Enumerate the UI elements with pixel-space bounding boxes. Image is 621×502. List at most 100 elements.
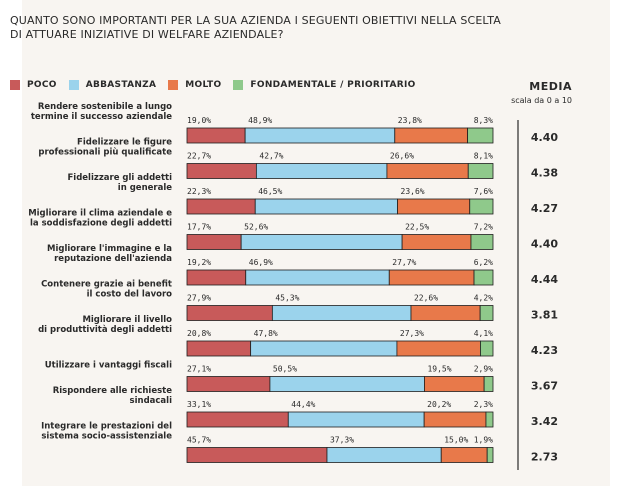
chart-title: QUANTO SONO IMPORTANTI PER LA SUA AZIEND… <box>10 14 501 41</box>
bar-segment-abbastanza <box>245 269 390 286</box>
data-label: 46,9% <box>249 258 273 267</box>
bar-segment-fondamentale-prioritario <box>483 376 494 392</box>
data-label: 4,2% <box>474 294 493 303</box>
media-value: 3.42 <box>531 415 558 428</box>
data-label: 1,9% <box>474 436 493 445</box>
bar-segment-abbastanza <box>240 234 403 250</box>
data-label: 42,7% <box>259 152 283 161</box>
media-value: 3.81 <box>531 309 558 322</box>
data-label: 8,3% <box>474 116 493 125</box>
bar-segment-fondamentale-prioritario <box>485 411 494 428</box>
data-label: 22,7% <box>187 152 211 161</box>
legend-swatch <box>68 80 79 90</box>
bar-segment-molto <box>423 411 487 428</box>
data-label: 22,5% <box>405 223 429 232</box>
bar-segment-abbastanza <box>326 447 442 463</box>
category-label: Utilizzare i vantaggi fiscali <box>45 361 172 371</box>
legend-label: FONDAMENTALE / PRIORITARIO <box>250 80 416 90</box>
data-label: 46,5% <box>258 187 282 196</box>
category-label: Migliorare l'immagine e la reputazione de… <box>47 244 172 264</box>
bar-segment-fondamentale-prioritario <box>473 269 494 286</box>
bar-segment-molto <box>396 340 481 357</box>
legend-item-abbastanza: ABBASTANZA <box>68 80 157 90</box>
data-label: 23,8% <box>398 116 422 125</box>
data-label: 22,6% <box>414 294 438 303</box>
legend-swatch <box>168 80 179 90</box>
bar-segment-abbastanza <box>269 376 425 392</box>
media-value: 4.27 <box>531 202 558 215</box>
category-label: Rispondere alle richieste sindacali <box>53 386 173 406</box>
chart-legend: POCO ABBASTANZA MOLTO FONDAMENTALE / PRIORI… <box>10 79 428 91</box>
data-label: 20,8% <box>187 329 211 338</box>
legend-item-poco: POCO <box>10 80 57 90</box>
data-label: 48,9% <box>248 116 272 125</box>
bar-segment-fondamentale-prioritario <box>467 127 494 144</box>
media-value: 3.67 <box>531 380 558 393</box>
media-value: 2.73 <box>531 451 558 464</box>
bar-segment-fondamentale-prioritario <box>479 305 494 321</box>
bar-segment-molto <box>397 198 471 215</box>
data-label: 26,6% <box>390 152 414 161</box>
data-label: 45,3% <box>275 294 299 303</box>
bar-segment-poco <box>186 411 289 428</box>
data-label: 19,5% <box>427 365 451 374</box>
bar-segment-abbastanza <box>287 411 425 428</box>
data-label: 27,1% <box>187 365 211 374</box>
data-label: 50,5% <box>273 365 297 374</box>
bar-segment-molto <box>394 127 469 144</box>
legend-swatch <box>233 80 244 90</box>
data-label: 23,6% <box>401 187 425 196</box>
bar-segment-poco <box>186 163 257 179</box>
bar-segment-molto <box>388 269 475 286</box>
data-label: 37,3% <box>330 436 354 445</box>
data-label: 2,3% <box>474 400 493 409</box>
data-label: 22,3% <box>187 187 211 196</box>
bar-segment-poco <box>186 127 246 144</box>
bar-segment-fondamentale-prioritario <box>486 447 494 463</box>
bar-segment-molto <box>386 163 469 179</box>
data-label: 17,7% <box>187 223 211 232</box>
data-label: 45,7% <box>187 436 211 445</box>
bar-segment-molto <box>401 234 472 250</box>
bar-segment-molto <box>440 447 488 463</box>
legend-label: ABBASTANZA <box>85 80 157 90</box>
media-value: 4.40 <box>531 131 558 144</box>
legend-item-fondamentale-prioritario: FONDAMENTALE / PRIORITARIO <box>233 80 415 90</box>
bar-segment-molto <box>410 305 481 321</box>
bar-segment-poco <box>186 234 242 250</box>
media-header: MEDIA scala da 0 a 10 <box>480 80 572 105</box>
bar-segment-poco <box>186 305 273 321</box>
category-label: Migliorare il livello di produttività deg… <box>38 315 172 335</box>
bar-segment-fondamentale-prioritario <box>469 198 494 215</box>
data-label: 15,0% <box>444 436 468 445</box>
data-label: 33,1% <box>187 400 211 409</box>
media-value: 4.44 <box>531 273 558 286</box>
data-label: 27,3% <box>400 329 424 338</box>
bar-segment-abbastanza <box>244 127 396 144</box>
bar-segment-abbastanza <box>271 305 412 321</box>
legend-label: MOLTO <box>185 80 222 90</box>
data-label: 19,2% <box>187 258 211 267</box>
data-label: 7,6% <box>474 187 493 196</box>
bar-segment-fondamentale-prioritario <box>480 340 494 357</box>
category-label: Contenere grazie ai benefit il costo del … <box>41 280 172 300</box>
data-label: 52,6% <box>244 223 268 232</box>
media-title: MEDIA <box>529 80 572 93</box>
data-label: 27,9% <box>187 294 211 303</box>
category-label: Migliorare il clima aziendale e la soddis… <box>28 209 172 229</box>
media-subtitle: scala da 0 a 10 <box>511 96 572 105</box>
data-label: 8,1% <box>474 152 493 161</box>
legend-swatch <box>10 80 20 90</box>
bar-segment-abbastanza <box>250 340 398 357</box>
legend-item-molto: MOLTO <box>168 80 221 90</box>
data-label: 19,0% <box>187 116 211 125</box>
bar-segment-poco <box>186 269 247 286</box>
category-label: Rendere sostenibile a lungo termine il su… <box>31 102 172 122</box>
data-label: 4,1% <box>474 329 493 338</box>
bar-segment-poco <box>186 447 328 463</box>
data-label: 20,2% <box>427 400 451 409</box>
media-value: 4.40 <box>531 238 558 251</box>
legend-label: POCO <box>27 80 57 90</box>
data-label: 27,7% <box>392 258 416 267</box>
